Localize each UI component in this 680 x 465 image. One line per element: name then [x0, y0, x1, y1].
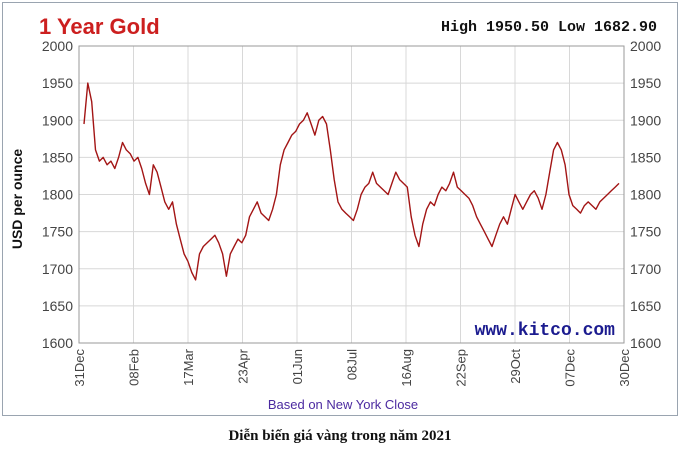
- x-tick-label: 23Apr: [236, 348, 251, 383]
- y-tick-label-left: 1700: [42, 261, 73, 277]
- x-axis-ticks: 31Dec 08Feb 17Mar 23Apr 01Jun 08Jul 16Aug 22Sep…: [72, 348, 632, 386]
- y-tick-label-left: 1800: [42, 187, 73, 203]
- y-tick-label-left: 1950: [42, 75, 73, 91]
- grid-lines: [78, 45, 625, 344]
- plot-area-border: [78, 45, 625, 344]
- y-tick-label-left: 1850: [42, 149, 73, 165]
- series-line: [83, 82, 620, 281]
- x-tick-label: 07Dec: [563, 349, 578, 387]
- gold-price-chart: 1 Year Gold High 1950.50 Low 1682.90 160…: [9, 14, 661, 412]
- y-tick-label-right: 1750: [630, 224, 661, 240]
- x-tick-label: 08Feb: [127, 349, 142, 386]
- y-tick-label-right: 1700: [630, 261, 661, 277]
- high-low-readout: High 1950.50 Low 1682.90: [441, 19, 657, 36]
- x-tick-label: 17Mar: [181, 348, 196, 386]
- y-tick-label-left: 1900: [42, 112, 73, 128]
- x-tick-label: 31Dec: [72, 349, 87, 387]
- x-axis-footer: Based on New York Close: [268, 397, 418, 412]
- y-tick-label-right: 1800: [630, 187, 661, 203]
- y-tick-label-right: 2000: [630, 38, 661, 54]
- y-axis-right-ticks: 1600 1650 1700 1750 1800 1850 1900 1950 2000: [630, 38, 661, 351]
- y-tick-label-left: 2000: [42, 38, 73, 54]
- y-tick-label-right: 1950: [630, 75, 661, 91]
- x-tick-label: 30Dec: [617, 349, 632, 387]
- chart-frame: 1 Year Gold High 1950.50 Low 1682.90 160…: [2, 2, 678, 416]
- chart-title: 1 Year Gold: [39, 14, 160, 39]
- y-tick-label-left: 1750: [42, 224, 73, 240]
- x-tick-label: 01Jun: [290, 349, 305, 384]
- y-axis-left-ticks: 1600 1650 1700 1750 1800 1850 1900 1950 2000: [42, 38, 73, 351]
- y-tick-label-right: 1900: [630, 112, 661, 128]
- y-tick-label-left: 1600: [42, 335, 73, 351]
- x-tick-label: 08Jul: [345, 349, 360, 380]
- x-tick-label: 16Aug: [399, 349, 414, 387]
- watermark: www.kitco.com: [475, 321, 616, 341]
- y-tick-label-right: 1850: [630, 149, 661, 165]
- y-tick-label-right: 1650: [630, 298, 661, 314]
- x-tick-label: 22Sep: [454, 349, 469, 387]
- y-tick-label-left: 1650: [42, 298, 73, 314]
- y-axis-label: USD per ounce: [9, 149, 25, 250]
- x-tick-label: 29Oct: [508, 349, 523, 384]
- chart-caption: Diễn biến giá vàng trong năm 2021: [228, 428, 452, 444]
- y-tick-label-right: 1600: [630, 335, 661, 351]
